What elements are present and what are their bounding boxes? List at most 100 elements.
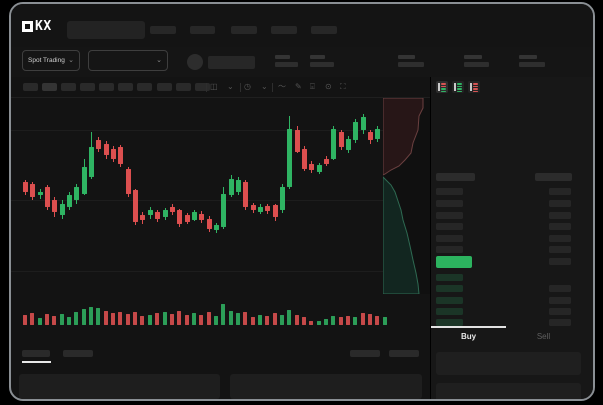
orders-panel xyxy=(230,374,422,399)
interval-icon[interactable]: ◷ xyxy=(244,82,251,91)
candlestick-chart[interactable] xyxy=(11,98,388,348)
candle xyxy=(265,206,271,211)
stat-label-placeholder xyxy=(275,55,290,59)
chevron-down-icon[interactable]: ⌄ xyxy=(261,82,268,91)
candle xyxy=(346,139,351,150)
candle xyxy=(191,212,197,220)
ask-row-price[interactable] xyxy=(436,223,463,230)
fullscreen-icon[interactable]: ⛶ xyxy=(340,82,346,91)
bid-row-price[interactable] xyxy=(436,274,463,281)
volume-bar xyxy=(360,313,365,325)
timeframe-button[interactable] xyxy=(195,83,210,91)
ask-row-price[interactable] xyxy=(436,212,463,219)
bid-row-price[interactable] xyxy=(436,297,463,304)
amount-field[interactable] xyxy=(436,383,581,399)
bottom-tab[interactable] xyxy=(22,350,50,357)
bid-row-price[interactable] xyxy=(436,285,463,292)
stat-item xyxy=(519,55,545,67)
nav-item[interactable] xyxy=(190,26,215,34)
bid-row-amount xyxy=(549,297,571,304)
candle xyxy=(103,144,109,155)
chevron-down-icon: ⌄ xyxy=(156,57,162,64)
volume-bar xyxy=(103,311,108,325)
market-selector-label: Spot Trading xyxy=(28,57,65,64)
price-field[interactable] xyxy=(436,352,581,375)
stat-item xyxy=(464,55,489,67)
sell-tab[interactable]: Sell xyxy=(536,332,551,341)
timeframe-button[interactable] xyxy=(99,83,114,91)
bottom-toolbar-button[interactable] xyxy=(350,350,380,357)
bid-row-price[interactable] xyxy=(436,308,463,315)
candle xyxy=(353,122,359,140)
ask-row-price[interactable] xyxy=(436,235,463,242)
volume-bar xyxy=(140,316,145,325)
ask-row-price[interactable] xyxy=(436,200,463,207)
depth-area xyxy=(382,97,424,176)
timeframe-button[interactable] xyxy=(118,83,133,91)
settings-icon[interactable]: ⊙ xyxy=(325,82,332,91)
bottom-tab[interactable] xyxy=(63,350,93,357)
candle xyxy=(257,207,263,212)
volume-bar xyxy=(243,312,248,325)
timeframe-button[interactable] xyxy=(176,83,191,91)
bid-row-price[interactable] xyxy=(436,319,463,326)
market-selector-button[interactable]: Spot Trading ⌄ xyxy=(22,50,80,71)
nav-item[interactable] xyxy=(311,26,337,34)
volume-bar xyxy=(265,316,270,325)
orderbook-mode-bids[interactable] xyxy=(452,81,464,93)
candle xyxy=(155,212,161,219)
candle xyxy=(301,149,307,169)
last-price-amount xyxy=(549,258,571,265)
volume-bar xyxy=(221,304,226,325)
volume-bar xyxy=(147,315,152,325)
pair-selector-button[interactable]: ⌄ xyxy=(88,50,168,71)
timeframe-button[interactable] xyxy=(61,83,76,91)
ask-row-price[interactable] xyxy=(436,246,463,253)
gridline xyxy=(11,271,383,272)
stat-item xyxy=(310,55,334,67)
volume-bar xyxy=(368,314,372,325)
timeframe-button[interactable] xyxy=(80,83,95,91)
chart-type-icon[interactable]: ◫ xyxy=(210,82,218,91)
stat-value-placeholder xyxy=(519,62,545,67)
stat-value-placeholder xyxy=(275,62,298,67)
orderbook-mode-asks[interactable] xyxy=(468,81,480,93)
okx-logo[interactable]: KX xyxy=(22,19,52,34)
okx-logo-text: KX xyxy=(35,19,52,34)
last-price-badge xyxy=(436,256,472,268)
ask-row-price[interactable] xyxy=(436,188,463,195)
volume-bar xyxy=(96,308,101,325)
chevron-down-icon[interactable]: ⌄ xyxy=(227,82,234,91)
toolbar-divider xyxy=(240,83,241,92)
depth-chart xyxy=(382,97,430,295)
timeframe-button[interactable] xyxy=(23,83,38,91)
volume-bar xyxy=(45,314,49,325)
timeframe-button[interactable] xyxy=(157,83,172,91)
ask-row-amount xyxy=(549,223,571,230)
stat-label-placeholder xyxy=(310,55,325,59)
toolbar-divider xyxy=(272,83,273,92)
orderbook-header-price xyxy=(436,173,475,181)
line-tool-icon[interactable]: 〜 xyxy=(278,82,286,91)
nav-item[interactable] xyxy=(231,26,257,34)
camera-icon[interactable]: ⌻ xyxy=(310,82,315,91)
candle xyxy=(235,180,241,192)
orderbook-icon-row xyxy=(473,90,478,92)
timeframe-button[interactable] xyxy=(42,83,57,91)
volume-bar xyxy=(257,315,262,325)
volume-bar xyxy=(23,315,27,325)
candle xyxy=(323,159,329,164)
volume-bar xyxy=(59,314,64,325)
candle xyxy=(162,210,168,217)
volume-bar xyxy=(279,315,284,325)
draw-tool-icon[interactable]: ✎ xyxy=(295,82,302,91)
search-input[interactable] xyxy=(67,21,145,39)
buy-tab[interactable]: Buy xyxy=(460,332,477,341)
nav-item[interactable] xyxy=(271,26,297,34)
nav-item[interactable] xyxy=(150,26,176,34)
orderbook-mode-combined[interactable] xyxy=(436,81,448,93)
candle xyxy=(294,130,300,152)
bottom-toolbar-button[interactable] xyxy=(389,350,419,357)
timeframe-button[interactable] xyxy=(137,83,152,91)
candle xyxy=(133,190,139,222)
